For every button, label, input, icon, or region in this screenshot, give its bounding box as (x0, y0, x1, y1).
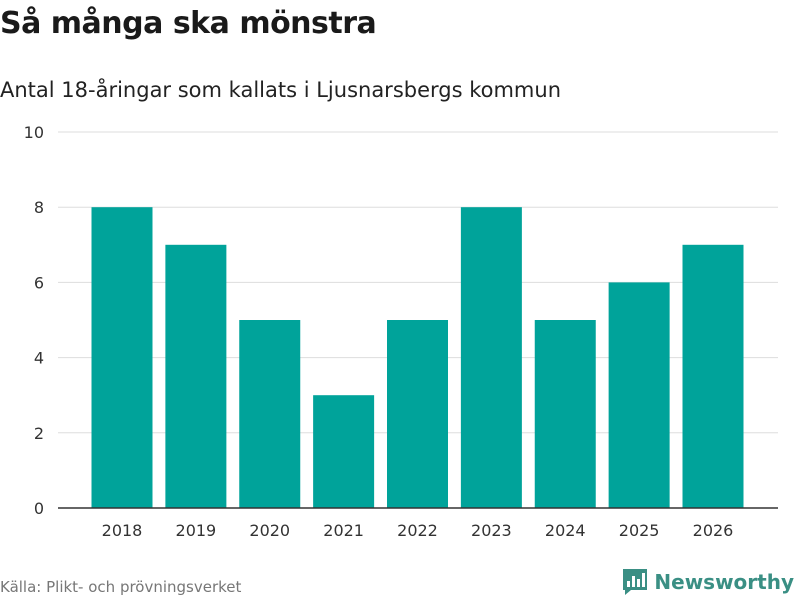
x-tick-label: 2021 (323, 521, 364, 540)
x-tick-label: 2026 (693, 521, 734, 540)
bar (239, 320, 301, 508)
bar (165, 244, 227, 509)
x-tick-label: 2022 (397, 521, 438, 540)
y-tick-label: 4 (34, 349, 44, 368)
bar (91, 207, 153, 508)
x-tick-label: 2023 (471, 521, 512, 540)
newsworthy-logo[interactable]: Newsworthy (622, 568, 794, 596)
y-tick-label: 2 (34, 424, 44, 443)
y-tick-label: 8 (34, 198, 44, 217)
x-tick-label: 2019 (176, 521, 217, 540)
x-tick-label: 2025 (619, 521, 660, 540)
bar (534, 320, 596, 508)
bar (387, 320, 448, 508)
y-tick-label: 0 (34, 499, 44, 518)
bar (313, 395, 375, 508)
y-tick-label: 6 (34, 273, 44, 292)
bar (608, 282, 670, 508)
bar (460, 207, 522, 508)
newsworthy-logo-icon (623, 569, 648, 595)
y-tick-label: 10 (24, 123, 44, 142)
logo-text: Newsworthy (654, 570, 794, 594)
x-tick-label: 2020 (249, 521, 290, 540)
bar (682, 244, 744, 509)
x-tick-label: 2018 (102, 521, 143, 540)
source-note: Källa: Plikt- och prövningsverket (0, 578, 242, 596)
chart-title: Så många ska mönstra (0, 6, 377, 41)
x-tick-label: 2024 (545, 521, 586, 540)
chart-subtitle: Antal 18-åringar som kallats i Ljusnarsb… (0, 78, 562, 102)
